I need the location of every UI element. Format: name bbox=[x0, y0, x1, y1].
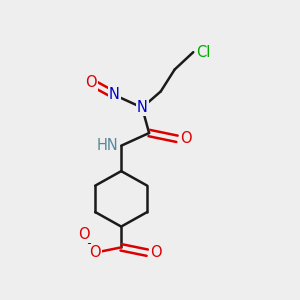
Text: Cl: Cl bbox=[196, 45, 210, 60]
Text: O: O bbox=[89, 245, 101, 260]
Text: O: O bbox=[150, 245, 162, 260]
Text: N: N bbox=[137, 100, 148, 115]
Text: HN: HN bbox=[97, 138, 119, 153]
Text: O: O bbox=[78, 227, 90, 242]
Text: O: O bbox=[180, 131, 191, 146]
Text: N: N bbox=[109, 87, 120, 102]
Text: O: O bbox=[85, 75, 97, 90]
